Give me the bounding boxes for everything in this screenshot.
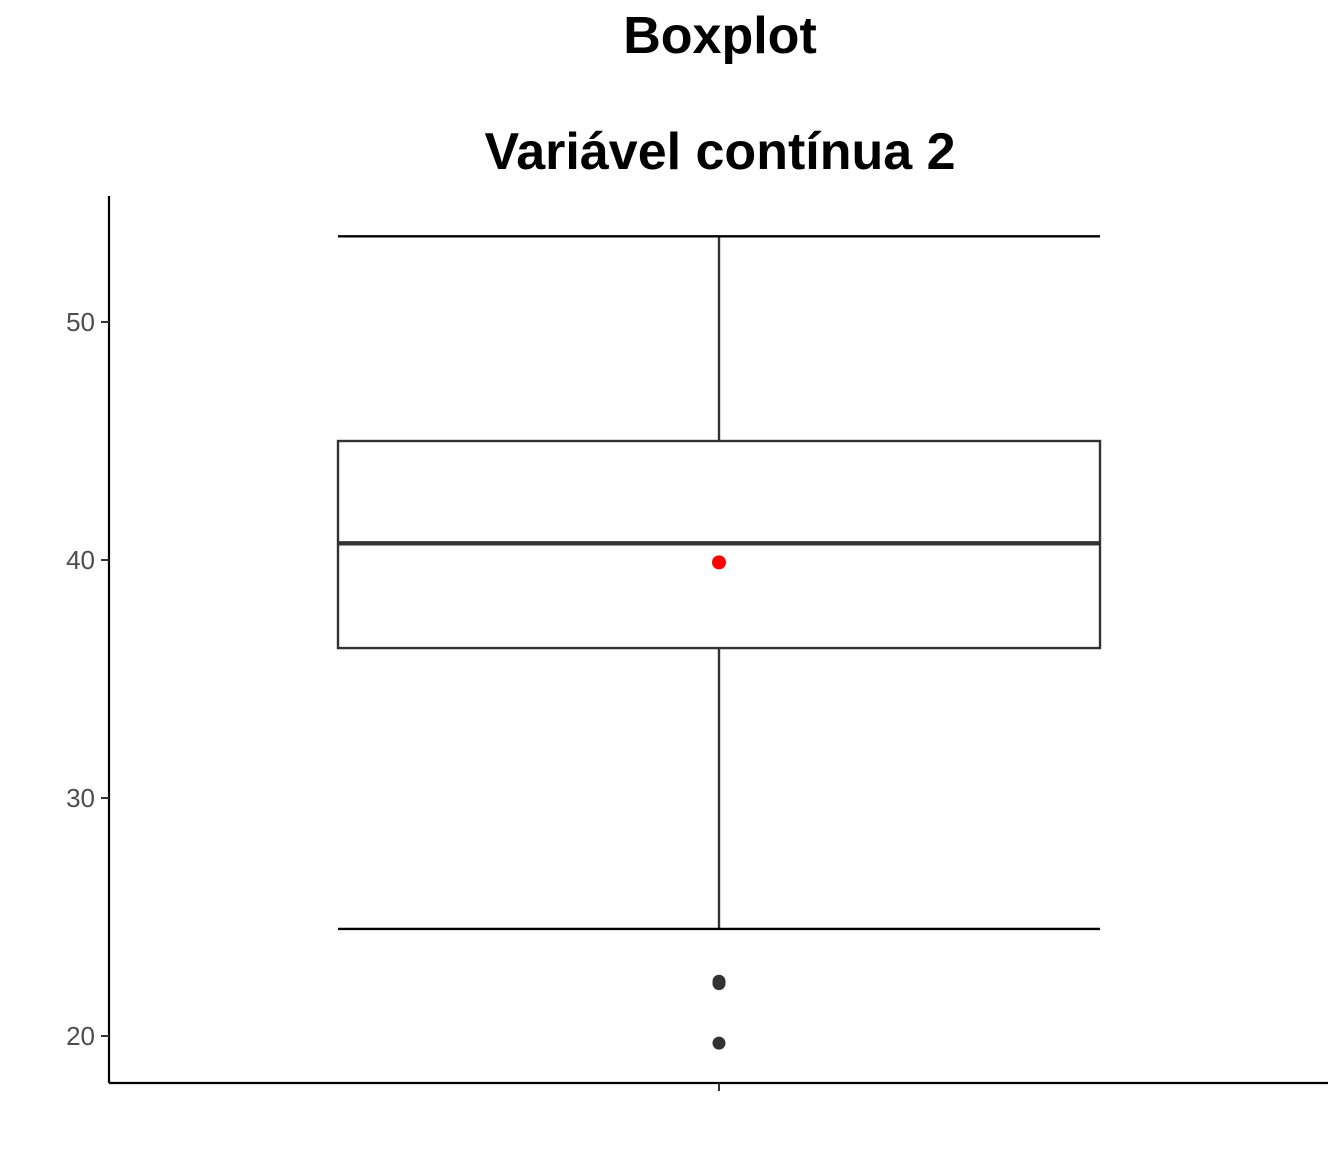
box-group [336,235,1102,1050]
y-tick-label-40: 40 [66,545,95,575]
chart-subtitle: Variável contínua 2 [484,123,956,181]
y-axis: 20 30 40 50 [66,196,111,1083]
x-axis [109,1081,1328,1091]
outlier-point-3 [712,1036,726,1050]
y-tick-label-20: 20 [66,1021,95,1051]
outlier-point-2 [712,974,726,988]
y-tick-label-50: 50 [66,307,95,337]
chart-title: Boxplot [623,7,817,65]
y-tick-label-30: 30 [66,783,95,813]
mean-point [712,555,726,570]
